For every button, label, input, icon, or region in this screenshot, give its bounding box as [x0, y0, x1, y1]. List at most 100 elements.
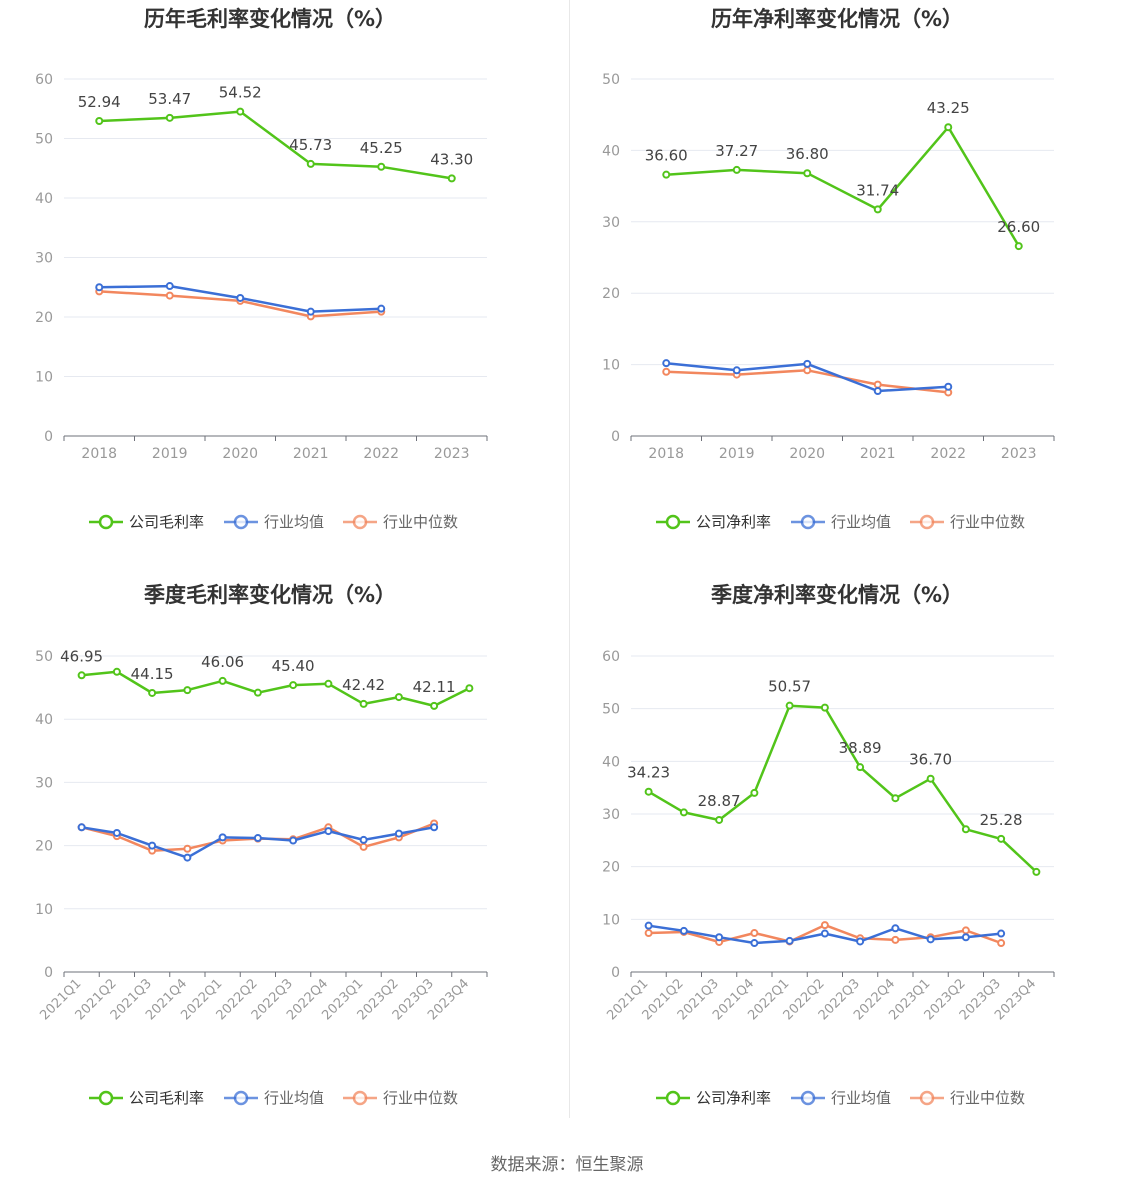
annual-net-margin-chart: 历年净利率变化情况（%） 0 10 20 30 40 50 2018 2019 2020 2021 2… [567, 0, 1134, 576]
data-point [926, 935, 935, 944]
data-point [856, 937, 865, 946]
y-tick-label: 40 [602, 754, 620, 770]
data-point [289, 836, 298, 845]
data-point [359, 842, 368, 851]
legend-marker [800, 1090, 816, 1106]
data-point [715, 815, 724, 824]
y-tick-label: 0 [44, 429, 53, 445]
y-tick-label: 50 [602, 702, 620, 718]
legend-label: 行业中位数 [383, 513, 458, 531]
y-tick-label: 10 [602, 912, 620, 928]
data-point [218, 833, 227, 842]
data-point [820, 921, 829, 930]
data-label: 44.15 [131, 665, 174, 683]
data-label: 42.42 [342, 676, 385, 694]
y-tick-label: 10 [35, 902, 53, 918]
data-point [394, 829, 403, 838]
data-point [77, 823, 86, 832]
data-point [218, 676, 227, 685]
legend-label: 行业中位数 [383, 1089, 458, 1107]
y-tick-label: 30 [35, 251, 53, 267]
source-note: 数据来源：恒生聚源 [490, 1155, 644, 1175]
data-point [891, 924, 900, 933]
annual-gross-margin-chart: 历年毛利率变化情况（%） 0 10 20 30 40 50 60 2018 2019 2020 202… [0, 0, 567, 576]
data-point [873, 387, 882, 396]
data-label: 45.73 [289, 136, 332, 154]
data-point [997, 929, 1006, 938]
data-label: 54.52 [219, 84, 262, 102]
legend-label: 公司净利率 [696, 513, 771, 531]
y-tick-label: 0 [611, 965, 620, 981]
quarterly-net-margin-chart: 季度净利率变化情况（%） 0 10 20 30 40 50 60 2021Q1 2021Q2 202… [567, 576, 1134, 1152]
legend-marker [352, 514, 368, 530]
y-tick-label: 10 [35, 370, 53, 386]
data-point [377, 304, 386, 313]
legend-marker [800, 514, 816, 530]
quarterly-gross-margin-chart: 季度毛利率变化情况（%） 0 10 20 30 40 50 2021Q1 2021Q2 2021Q… [0, 576, 567, 1152]
legend-marker [665, 514, 681, 530]
data-point [891, 794, 900, 803]
y-tick-label: 0 [611, 429, 620, 445]
data-label: 45.40 [272, 657, 315, 675]
y-tick-label: 40 [35, 712, 53, 728]
data-point [430, 701, 439, 710]
data-point [359, 835, 368, 844]
data-point [997, 834, 1006, 843]
data-point [644, 929, 653, 938]
data-label: 37.27 [715, 142, 758, 160]
y-tick-label: 10 [602, 358, 620, 374]
data-point [662, 367, 671, 376]
data-point [961, 926, 970, 935]
data-label: 36.80 [786, 145, 829, 163]
data-point [95, 283, 104, 292]
y-tick-label: 20 [35, 839, 53, 855]
data-point [785, 701, 794, 710]
data-point [732, 165, 741, 174]
data-point [306, 159, 315, 168]
data-point [394, 693, 403, 702]
x-tick-label: 2021 [293, 446, 329, 462]
data-point [236, 107, 245, 116]
data-point [873, 205, 882, 214]
x-tick-label: 2021 [860, 446, 896, 462]
data-point [997, 939, 1006, 948]
data-point [447, 174, 456, 183]
data-point [891, 935, 900, 944]
x-tick-label: 2019 [152, 446, 188, 462]
y-tick-label: 20 [35, 310, 53, 326]
data-point [324, 679, 333, 688]
y-tick-label: 60 [602, 649, 620, 665]
data-point [644, 921, 653, 930]
data-label: 31.74 [856, 181, 899, 199]
y-tick-label: 40 [602, 143, 620, 159]
data-label: 38.89 [839, 739, 882, 757]
x-tick-label: 2018 [81, 446, 117, 462]
annual-net-margin-svg: 历年净利率变化情况（%） 0 10 20 30 40 50 2018 2019 2020 2021 2… [602, 7, 1055, 531]
data-point [961, 825, 970, 834]
data-label: 43.25 [927, 99, 970, 117]
y-tick-label: 20 [602, 860, 620, 876]
y-tick-label: 20 [602, 286, 620, 302]
data-point [820, 703, 829, 712]
legend-marker [352, 1090, 368, 1106]
legend-marker [98, 1090, 114, 1106]
data-label: 28.87 [698, 792, 741, 810]
data-point [236, 293, 245, 302]
data-label: 36.70 [909, 751, 952, 769]
data-point [820, 929, 829, 938]
data-label: 25.28 [980, 811, 1023, 829]
data-point [430, 823, 439, 832]
data-point [95, 117, 104, 126]
panel-divider [569, 0, 570, 1118]
data-point [644, 787, 653, 796]
chart-title: 历年净利率变化情况（%） [711, 7, 963, 31]
data-label: 50.57 [768, 678, 811, 696]
data-point [148, 841, 157, 850]
data-label: 34.23 [627, 764, 670, 782]
x-tick-label: 2023 [434, 446, 470, 462]
data-point [944, 382, 953, 391]
data-label: 53.47 [148, 90, 191, 108]
data-point [1032, 867, 1041, 876]
data-label: 46.06 [201, 653, 244, 671]
legend-label: 公司毛利率 [129, 1089, 204, 1107]
